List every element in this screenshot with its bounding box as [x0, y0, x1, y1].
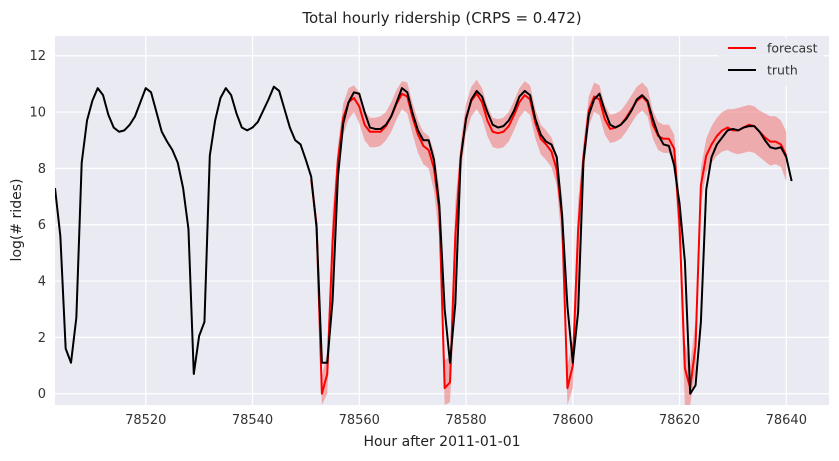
- x-tick-label: 78560: [339, 413, 380, 428]
- truth-line: [55, 85, 793, 395]
- x-axis-label: Hour after 2011-01-01: [363, 434, 520, 450]
- x-tick-label: 78620: [659, 413, 700, 428]
- y-tick-label: 0: [38, 387, 46, 402]
- y-axis-label: log(# rides): [9, 179, 25, 262]
- y-tick-label: 6: [38, 218, 46, 233]
- y-tick-label: 12: [29, 49, 46, 64]
- x-tick-label: 78540: [232, 413, 273, 428]
- x-tick-label: 78520: [125, 413, 166, 428]
- x-tick-labels: 78520 78540 78560 78580 78600 78620 78640: [125, 413, 807, 428]
- plot-background: [55, 36, 829, 405]
- y-tick-label: 10: [29, 106, 46, 121]
- x-tick-label: 78580: [445, 413, 486, 428]
- legend-box: [718, 38, 824, 86]
- y-tick-label: 2: [38, 331, 46, 346]
- x-tick-label: 78640: [766, 413, 807, 428]
- y-tick-label: 4: [38, 275, 46, 290]
- x-tick-label: 78600: [552, 413, 593, 428]
- legend-label-forecast: forecast: [767, 41, 818, 56]
- data-layer: [55, 79, 793, 405]
- y-tick-labels: 0 2 4 6 8 10 12: [29, 49, 46, 402]
- chart-title: Total hourly ridership (CRPS = 0.472): [301, 9, 581, 27]
- y-tick-label: 8: [38, 162, 46, 177]
- forecast-band: [311, 79, 787, 405]
- legend-label-truth: truth: [767, 63, 798, 78]
- legend: forecast truth: [718, 38, 824, 86]
